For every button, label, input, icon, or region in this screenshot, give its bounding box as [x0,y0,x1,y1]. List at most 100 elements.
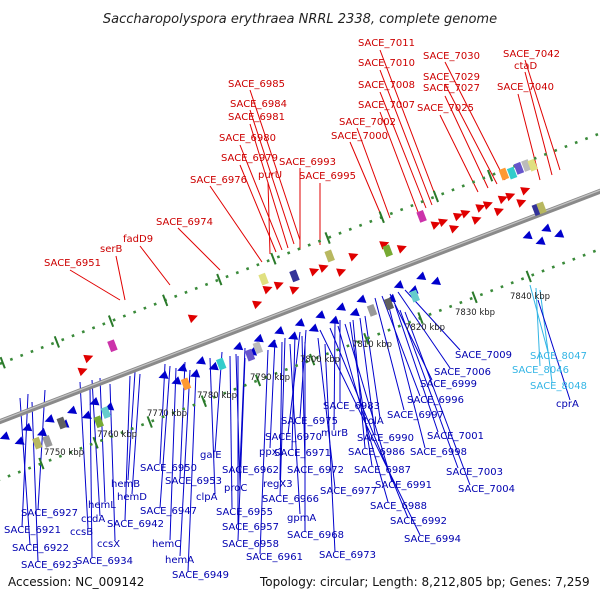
forward-gene-arrow[interactable] [505,190,517,202]
feature-block[interactable] [252,341,264,355]
forward-gene-arrow[interactable] [475,201,487,213]
feature-block[interactable] [56,416,68,430]
gene-label[interactable]: SACE_7000 [331,131,388,142]
reverse-gene-arrow[interactable] [207,361,219,374]
gene-label[interactable]: SACE_6976 [190,175,247,186]
forward-gene-arrow[interactable] [77,365,89,377]
feature-block[interactable] [527,158,538,172]
gene-label[interactable]: tolA [364,416,384,427]
forward-gene-arrow[interactable] [83,352,95,364]
feature-block[interactable] [244,348,256,362]
feature-block[interactable] [93,415,104,429]
reverse-gene-arrow[interactable] [188,369,201,381]
gene-label[interactable]: SACE_6950 [140,463,197,474]
reverse-gene-arrow[interactable] [13,436,25,448]
gene-label[interactable]: SACE_7003 [446,467,503,478]
gene-label[interactable]: SACE_8046 [512,365,569,376]
forward-gene-arrow[interactable] [493,205,506,217]
feature-block[interactable] [42,435,53,448]
gene-label[interactable]: SACE_7042 [503,49,560,60]
forward-gene-arrow[interactable] [336,265,348,277]
gene-label[interactable]: SACE_6953 [165,476,222,487]
feature-block[interactable] [100,406,112,419]
forward-gene-arrow[interactable] [471,213,483,225]
reverse-gene-arrow[interactable] [415,271,427,284]
gene-label[interactable]: fadD9 [123,234,153,245]
forward-gene-arrow[interactable] [187,311,200,324]
gene-label[interactable]: ccdA [81,514,105,525]
gene-label[interactable]: SACE_6949 [172,570,229,581]
gene-label[interactable]: ctaD [514,61,538,72]
gene-label[interactable]: proC [224,483,247,494]
forward-gene-arrow[interactable] [520,184,532,196]
gene-label[interactable]: SACE_7002 [339,117,396,128]
gene-label[interactable]: SACE_7004 [458,484,515,495]
gene-label[interactable]: regX3 [263,479,293,490]
gene-label[interactable]: SACE_6996 [407,395,464,406]
gene-label[interactable]: clpA [196,492,218,503]
forward-gene-arrow[interactable] [273,278,286,291]
feature-block[interactable] [513,161,525,175]
gene-label[interactable]: SACE_6981 [228,112,285,123]
gene-label[interactable]: SACE_6985 [228,79,285,90]
gene-label[interactable]: SACE_6955 [216,507,273,518]
gene-label[interactable]: SACE_6974 [156,217,213,228]
gene-label[interactable]: hemA [165,555,194,566]
reverse-gene-arrow[interactable] [80,410,92,423]
gene-label[interactable]: gpmA [287,513,316,524]
gene-label[interactable]: SACE_7027 [423,83,480,94]
gene-label[interactable]: SACE_6997 [387,410,444,421]
reverse-gene-arrow[interactable] [35,427,48,440]
feature-block[interactable] [324,249,335,263]
forward-gene-arrow[interactable] [252,297,264,310]
gene-label[interactable]: SACE_6993 [279,157,336,168]
gene-label[interactable]: serB [100,244,122,255]
forward-gene-arrow[interactable] [449,222,461,234]
reverse-gene-arrow[interactable] [293,318,305,330]
forward-gene-arrow[interactable] [348,250,360,262]
gene-label[interactable]: SACE_7029 [423,72,480,83]
gene-label[interactable]: hemD [117,492,147,503]
reverse-gene-arrow[interactable] [157,370,169,382]
reverse-gene-arrow[interactable] [266,339,278,351]
reverse-gene-arrow[interactable] [252,333,264,346]
gene-label[interactable]: SACE_6988 [370,501,427,512]
forward-gene-arrow[interactable] [262,283,274,295]
gene-label[interactable]: SACE_7008 [358,80,415,91]
gene-label[interactable]: SACE_7007 [358,100,415,111]
feature-block[interactable] [289,269,300,283]
gene-label[interactable]: hemB [111,479,140,490]
gene-label[interactable]: SACE_6995 [299,171,356,182]
reverse-gene-arrow[interactable] [521,230,533,243]
gene-label[interactable]: SACE_6934 [76,556,133,567]
gene-label[interactable]: SACE_7001 [427,431,484,442]
forward-gene-arrow[interactable] [497,192,510,205]
feature-block[interactable] [107,339,118,353]
gene-label[interactable]: SACE_6947 [140,506,197,517]
reverse-gene-arrow[interactable] [392,280,404,292]
gene-label[interactable]: ccsB [70,527,93,538]
gene-label[interactable]: SACE_6923 [21,560,78,571]
feature-block[interactable] [409,289,420,303]
gene-label[interactable]: SACE_6968 [287,530,344,541]
gene-label[interactable]: SACE_7025 [417,103,474,114]
reverse-gene-arrow[interactable] [355,294,367,306]
reverse-gene-arrow[interactable] [194,356,206,368]
feature-block[interactable] [521,159,532,172]
reverse-gene-arrow[interactable] [314,310,326,322]
feature-block[interactable] [382,244,393,258]
gene-label[interactable]: SACE_6972 [287,465,344,476]
forward-gene-arrow[interactable] [289,283,301,295]
gene-label[interactable]: SACE_6990 [357,433,414,444]
gene-label[interactable]: SACE_6922 [12,543,69,554]
gene-label[interactable]: ppx1 [259,447,284,458]
reverse-gene-arrow[interactable] [348,307,360,320]
gene-label[interactable]: SACE_7011 [358,38,415,49]
forward-gene-arrow[interactable] [460,207,472,219]
gene-label[interactable]: purU [258,170,282,181]
gene-label[interactable]: SACE_6986 [348,447,405,458]
gene-label[interactable]: SACE_6984 [230,99,287,110]
reverse-gene-arrow[interactable] [534,236,546,248]
gene-label[interactable]: SACE_6999 [420,379,477,390]
feature-block[interactable] [536,201,547,215]
